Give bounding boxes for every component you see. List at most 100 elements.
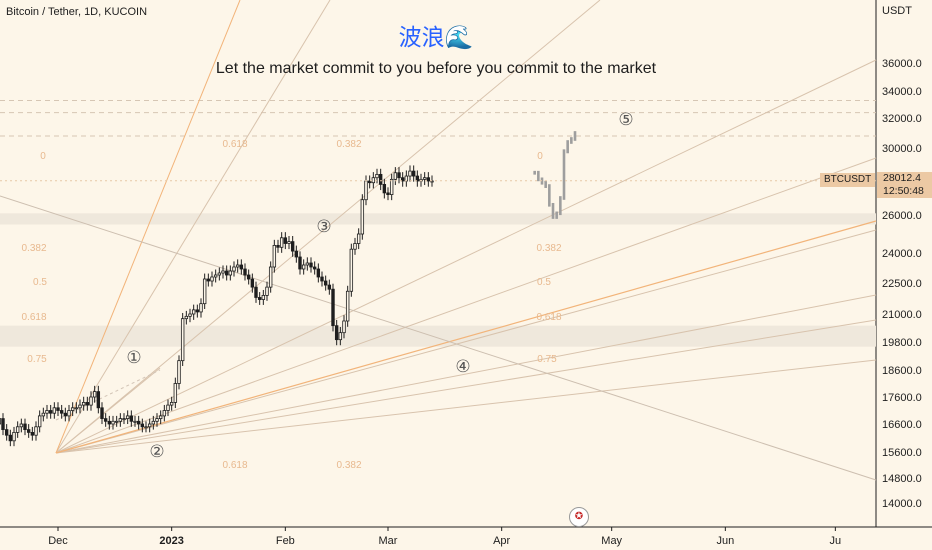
candle-body-16 bbox=[4, 429, 9, 436]
candle-body-115 bbox=[367, 180, 372, 184]
wave-label-2: ② bbox=[149, 442, 164, 462]
candle-body-91 bbox=[279, 237, 284, 248]
candle-body-31 bbox=[59, 410, 64, 414]
candle-body-111 bbox=[353, 243, 357, 250]
y-tick-label-0: 36000.0 bbox=[882, 58, 922, 70]
y-tick-label-9: 19800.0 bbox=[882, 337, 922, 349]
candle-body-21 bbox=[23, 423, 27, 430]
candle-body-47 bbox=[118, 418, 123, 422]
candle-body-127 bbox=[411, 170, 416, 177]
candle-body-107 bbox=[338, 332, 343, 341]
wave-title: 波浪🌊 bbox=[398, 25, 474, 51]
fib-label-3: 0.618 bbox=[21, 312, 46, 323]
candle-body-132 bbox=[430, 180, 434, 183]
candle-body-94 bbox=[290, 241, 295, 252]
fib-zone-0 bbox=[0, 213, 876, 225]
wave-label-4: ④ bbox=[455, 357, 470, 377]
candle-body-69 bbox=[199, 303, 203, 313]
x-tick-label-7: Ju bbox=[830, 535, 842, 547]
fib-label-7: 0.618 bbox=[222, 460, 247, 471]
candle-body-66 bbox=[188, 313, 192, 317]
candle-body-25 bbox=[37, 415, 42, 428]
candle-body-62 bbox=[173, 383, 178, 403]
candle-body-46 bbox=[114, 420, 119, 423]
y-tick-label-14: 14800.0 bbox=[882, 473, 922, 485]
fib-label-12: 0.618 bbox=[536, 312, 561, 323]
candle-body-121 bbox=[389, 178, 394, 196]
fan-line-orange-steep bbox=[55, 0, 241, 454]
fib-label-1: 0.382 bbox=[21, 243, 46, 254]
candle-body-77 bbox=[228, 270, 233, 276]
fan-line-8 bbox=[55, 367, 161, 454]
candle-body-29 bbox=[52, 407, 57, 414]
fib-label-8: 0.382 bbox=[336, 460, 361, 471]
candle-body-27 bbox=[45, 410, 49, 414]
candle-body-41 bbox=[96, 391, 101, 409]
candle-body-89 bbox=[272, 244, 277, 268]
candle-body-109 bbox=[345, 290, 350, 322]
y-tick-label-6: 24000.0 bbox=[882, 248, 922, 260]
price-scale-currency[interactable]: USDT bbox=[882, 5, 912, 17]
candle-body-108 bbox=[342, 320, 346, 334]
candle-body-48 bbox=[122, 418, 126, 421]
x-tick-label-6: Jun bbox=[716, 535, 734, 547]
y-tick-label-11: 17600.0 bbox=[882, 392, 922, 404]
fan-line-6 bbox=[55, 319, 877, 454]
us-flag-event-icon[interactable]: ✪ bbox=[569, 507, 589, 527]
candle-body-42 bbox=[100, 407, 104, 419]
x-tick-label-5: May bbox=[601, 535, 622, 547]
candle-body-61 bbox=[169, 401, 174, 406]
candle-body-97 bbox=[301, 264, 306, 270]
candle-body-125 bbox=[404, 175, 409, 182]
candle-body-75 bbox=[221, 270, 225, 274]
fan-line-2 bbox=[55, 59, 877, 454]
candle-body-17 bbox=[8, 434, 13, 442]
candle-body-128 bbox=[415, 175, 420, 182]
y-tick-label-12: 16600.0 bbox=[882, 419, 922, 431]
candle-body-120 bbox=[386, 192, 390, 195]
projection-bar-6 bbox=[555, 211, 558, 219]
fan-line-5 bbox=[55, 294, 877, 454]
candle-body-106 bbox=[334, 325, 339, 341]
candle-body-65 bbox=[184, 315, 189, 320]
candles bbox=[0, 131, 577, 447]
candle-body-90 bbox=[276, 244, 280, 248]
candle-body-130 bbox=[422, 177, 427, 180]
candle-body-73 bbox=[213, 274, 218, 278]
candle-body-70 bbox=[202, 278, 207, 305]
projection-bar-0 bbox=[533, 170, 536, 175]
candle-body-45 bbox=[111, 420, 115, 425]
candle-body-57 bbox=[155, 418, 159, 422]
candle-body-52 bbox=[136, 420, 141, 425]
x-tick-label-0: Dec bbox=[48, 535, 68, 547]
candle-body-80 bbox=[239, 264, 244, 270]
candle-body-26 bbox=[41, 412, 46, 417]
wave-label-5: ⑤ bbox=[618, 110, 633, 130]
candle-body-86 bbox=[261, 294, 266, 300]
candle-body-110 bbox=[349, 248, 354, 292]
projection-bar-7 bbox=[559, 196, 562, 216]
candle-body-116 bbox=[371, 177, 376, 184]
candle-body-117 bbox=[375, 173, 379, 179]
candle-body-95 bbox=[294, 250, 299, 258]
symbol-title: Bitcoin / Tether, 1D, KUCOIN bbox=[6, 6, 148, 18]
fib-label-0: 0 bbox=[40, 151, 46, 162]
candle-body-18 bbox=[12, 431, 16, 442]
x-tick-label-2: Feb bbox=[276, 535, 295, 547]
candle-body-105 bbox=[331, 288, 335, 327]
candle-body-19 bbox=[15, 426, 20, 433]
candle-body-24 bbox=[34, 426, 38, 436]
symbol-price-tag: BTCUSDT bbox=[820, 173, 876, 187]
fan-line-7 bbox=[55, 359, 877, 454]
candle-body-114 bbox=[364, 180, 368, 201]
candle-body-40 bbox=[92, 391, 97, 398]
projection-bar-1 bbox=[537, 170, 540, 182]
y-tick-label-13: 15600.0 bbox=[882, 447, 922, 459]
projection-bar-10 bbox=[570, 137, 573, 144]
candle-body-53 bbox=[140, 423, 145, 428]
candle-body-50 bbox=[129, 415, 134, 422]
candle-body-92 bbox=[283, 237, 288, 244]
candle-body-119 bbox=[382, 183, 387, 194]
